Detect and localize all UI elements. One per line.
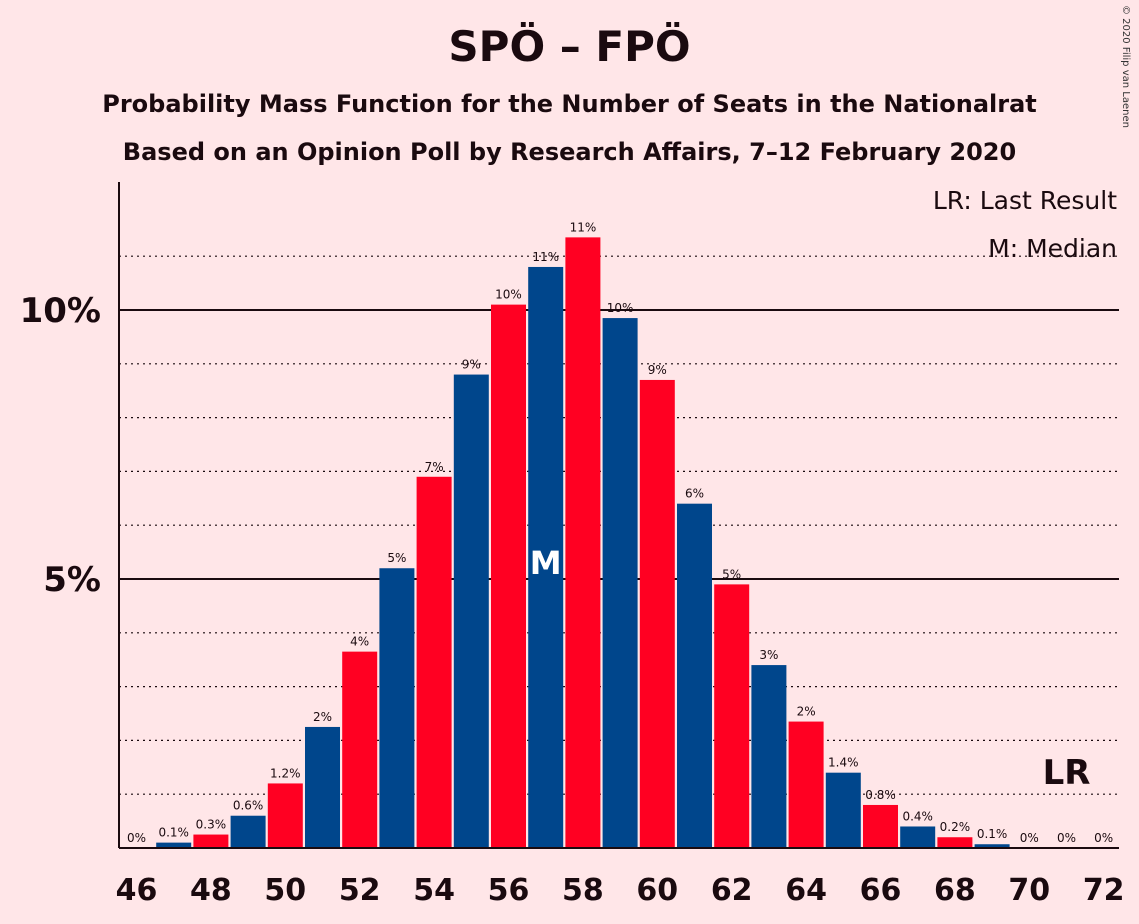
x-tick-64: 64 xyxy=(785,873,827,908)
bar-seat-66 xyxy=(863,804,898,848)
x-tick-52: 52 xyxy=(339,873,381,908)
bar-seat-62 xyxy=(714,584,750,848)
bar-seat-53 xyxy=(379,568,415,848)
bar-seat-48 xyxy=(193,834,229,848)
bar-seat-49 xyxy=(230,815,266,848)
bar-label-seat-50: 1.2% xyxy=(270,766,301,780)
x-tick-46: 46 xyxy=(116,873,158,908)
bar-seat-56 xyxy=(491,304,526,848)
y-tick-10: 10% xyxy=(20,291,101,331)
bar-label-seat-65: 1.4% xyxy=(828,756,859,770)
median-marker: M xyxy=(530,544,562,582)
bar-label-seat-63: 3% xyxy=(759,648,778,662)
x-tick-60: 60 xyxy=(636,873,678,908)
bar-label-seat-48: 0.3% xyxy=(196,818,227,832)
y-tick-labels: 5% 10% xyxy=(20,291,101,600)
bar-value-labels: 0% 0.1% 0.3% 0.6% 1.2% 2% 4% 5% 7% 9% 10% 11% 11% 10%… xyxy=(127,220,1113,845)
x-tick-62: 62 xyxy=(711,873,753,908)
last-result-marker: LR xyxy=(1043,753,1091,793)
bar-label-seat-47: 0.1% xyxy=(158,826,189,840)
bar-label-seat-51: 2% xyxy=(313,710,332,724)
x-tick-66: 66 xyxy=(860,873,902,908)
x-tick-50: 50 xyxy=(264,873,306,908)
bar-seat-67 xyxy=(900,826,936,848)
bar-seat-58 xyxy=(565,237,601,848)
bar-seat-65 xyxy=(825,772,861,848)
bar-seat-50 xyxy=(267,783,303,848)
bar-seat-52 xyxy=(342,651,378,848)
bar-label-seat-69: 0.1% xyxy=(977,827,1008,841)
x-tick-56: 56 xyxy=(488,873,530,908)
bar-label-seat-49: 0.6% xyxy=(233,799,264,813)
x-tick-labels: 46 48 50 52 54 56 58 60 62 64 66 68 70 72 xyxy=(116,873,1125,908)
bar-label-seat-58: 11% xyxy=(570,220,597,234)
bar-seat-64 xyxy=(788,721,824,848)
bar-label-seat-68: 0.2% xyxy=(940,820,971,834)
x-tick-48: 48 xyxy=(190,873,232,908)
bar-label-seat-70: 0% xyxy=(1020,831,1039,845)
bar-seat-69 xyxy=(974,844,1010,848)
x-tick-72: 72 xyxy=(1083,873,1125,908)
bar-label-seat-54: 7% xyxy=(425,460,444,474)
bar-seat-51 xyxy=(305,726,340,848)
bar-label-seat-61: 6% xyxy=(685,487,704,501)
bars xyxy=(156,237,1010,849)
bar-seat-55 xyxy=(453,374,489,848)
chart-subtitle: Probability Mass Function for the Number… xyxy=(102,90,1037,118)
bar-label-seat-46: 0% xyxy=(127,831,146,845)
bar-label-seat-59: 10% xyxy=(607,301,634,315)
bar-label-seat-71: 0% xyxy=(1057,831,1076,845)
bar-seat-47 xyxy=(156,842,192,848)
markers: M LR xyxy=(530,544,1091,793)
bar-seat-60 xyxy=(639,379,675,848)
bar-seat-63 xyxy=(751,665,787,848)
bar-label-seat-55: 9% xyxy=(462,358,481,372)
bar-seat-68 xyxy=(937,837,973,848)
bar-label-seat-53: 5% xyxy=(387,551,406,565)
chart-title: SPÖ – FPÖ xyxy=(448,22,691,71)
bar-label-seat-67: 0.4% xyxy=(902,809,933,823)
x-tick-68: 68 xyxy=(934,873,976,908)
bar-seat-54 xyxy=(416,476,452,848)
axes xyxy=(118,182,1119,849)
bar-label-seat-72: 0% xyxy=(1094,831,1113,845)
bar-seat-61 xyxy=(677,503,712,848)
x-tick-58: 58 xyxy=(562,873,604,908)
bar-label-seat-57: 11% xyxy=(532,250,559,264)
bar-label-seat-52: 4% xyxy=(350,635,369,649)
legend-median: M: Median xyxy=(988,234,1117,263)
bar-seat-57 xyxy=(528,266,564,849)
y-tick-5: 5% xyxy=(43,560,101,600)
bar-seat-59 xyxy=(602,318,638,848)
legend-last-result: LR: Last Result xyxy=(933,186,1117,215)
bar-label-seat-56: 10% xyxy=(495,288,522,302)
bar-label-seat-66: 0.8% xyxy=(865,788,896,802)
bar-label-seat-62: 5% xyxy=(722,567,741,581)
bar-label-seat-64: 2% xyxy=(797,705,816,719)
x-tick-70: 70 xyxy=(1008,873,1050,908)
bar-label-seat-60: 9% xyxy=(648,363,667,377)
chart-source-subtitle: Based on an Opinion Poll by Research Aff… xyxy=(122,138,1017,166)
x-tick-54: 54 xyxy=(413,873,455,908)
legend: LR: Last Result M: Median xyxy=(933,186,1117,263)
